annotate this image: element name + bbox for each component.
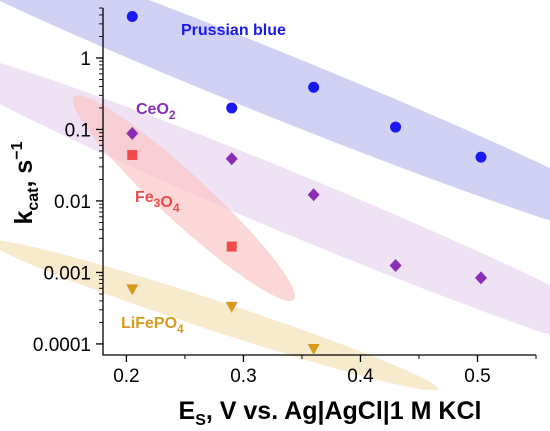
- x-axis-title: ES, V vs. Ag|AgCl|1 M KCl: [179, 397, 482, 429]
- y-tick-label: 0.0001: [33, 335, 91, 356]
- point-prussian-blue: [226, 102, 238, 114]
- point-lifepo4: [126, 284, 139, 296]
- axis-lines: [102, 8, 536, 356]
- x-tick-label: 0.4: [347, 366, 374, 387]
- point-ceo2: [126, 126, 139, 140]
- label-layer: Prussian blue CeO2 Fe3O4 LiFePO4: [121, 22, 286, 336]
- x-tick-label: 0.2: [113, 366, 139, 387]
- point-prussian-blue: [390, 121, 402, 133]
- point-prussian-blue: [126, 11, 138, 23]
- y-tick-label: 0.001: [43, 263, 91, 284]
- series-label-prussian-blue: Prussian blue: [181, 22, 286, 39]
- series-label-lifepo4: LiFePO4: [121, 315, 184, 336]
- ellipse-prussian-blue: [0, 0, 550, 259]
- x-tick-label: 0.5: [464, 366, 490, 387]
- axes: 0.2 0.3 0.4 0.5 0.0001 0.001 0.01 0.1 1: [33, 7, 537, 387]
- y-axis-title: kcat, s−1: [9, 141, 42, 224]
- point-ceo2: [474, 271, 487, 285]
- point-ceo2: [307, 188, 320, 202]
- point-lifepo4: [225, 301, 238, 313]
- point-fe3o4: [127, 149, 138, 160]
- point-prussian-blue: [475, 151, 487, 163]
- marker-layer: [126, 11, 487, 355]
- y-tick-label: 1: [80, 49, 91, 70]
- x-tick-label: 0.3: [230, 366, 256, 387]
- point-fe3o4: [226, 241, 237, 252]
- point-lifepo4: [307, 343, 320, 355]
- ellipse-lifepo4: [0, 240, 439, 391]
- series-label-fe3o4: Fe3O4: [135, 189, 180, 215]
- ellipse-layer: [0, 0, 550, 391]
- point-prussian-blue: [308, 81, 320, 93]
- y-tick-label: 0.1: [65, 120, 91, 141]
- series-label-ceo2: CeO2: [136, 101, 176, 122]
- point-ceo2: [225, 152, 238, 166]
- point-ceo2: [389, 259, 402, 273]
- y-tick-label: 0.01: [54, 192, 91, 213]
- ellipse-fe3o4: [72, 95, 295, 301]
